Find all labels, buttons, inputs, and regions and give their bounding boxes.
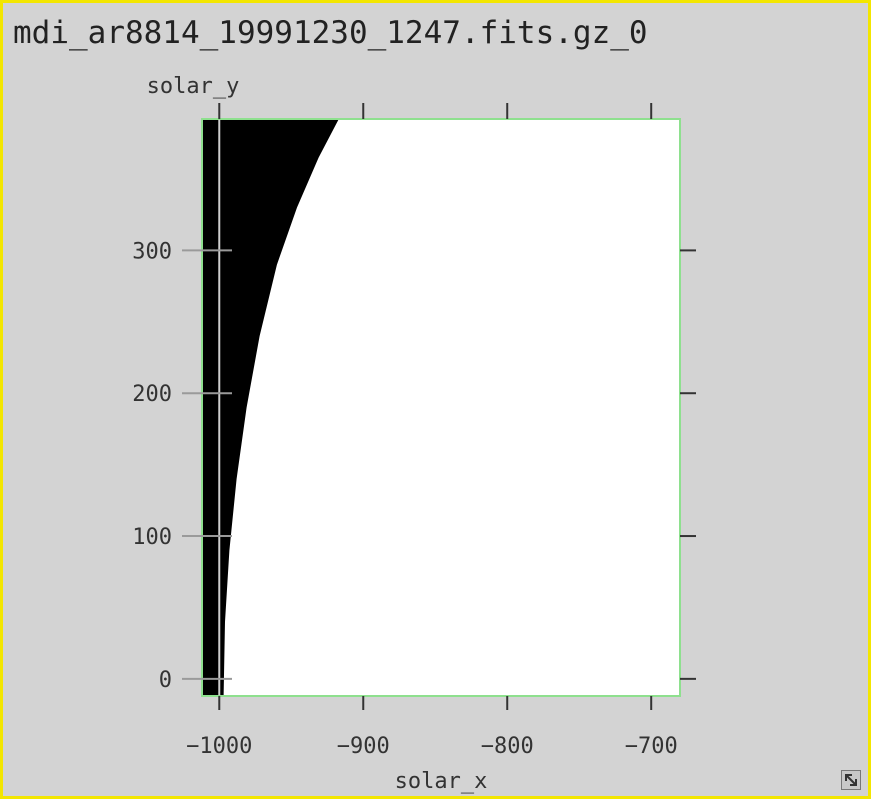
x-tick-label: −1000: [186, 734, 252, 759]
x-tick-label: −900: [337, 734, 390, 759]
y-axis-label: solar_y: [147, 74, 240, 99]
y-tick-label: 0: [159, 668, 172, 693]
y-ticks-right: [680, 249, 696, 680]
image-solar-disk-region: [202, 119, 339, 696]
window-title: mdi_ar8814_19991230_1247.fits.gz_0: [13, 15, 648, 51]
x-ticks-top: [218, 103, 653, 119]
plot-frame: [201, 118, 681, 697]
chart-canvas[interactable]: −1000 −900 −800 −700 0 100 200 300 solar_x sol…: [3, 3, 868, 796]
y-tick-label: 300: [132, 239, 172, 264]
x-axis-label: solar_x: [395, 769, 488, 794]
x-tick-label: −700: [625, 734, 678, 759]
x-tick-label: −800: [481, 734, 534, 759]
y-tick-label: 200: [132, 382, 172, 407]
y-tick-label: 100: [132, 525, 172, 550]
y-ticks-left: 0 100 200 300: [132, 239, 232, 693]
x-ticks-bottom: −1000 −900 −800 −700: [186, 696, 678, 759]
resize-diagonal-arrow-icon[interactable]: [841, 770, 861, 790]
